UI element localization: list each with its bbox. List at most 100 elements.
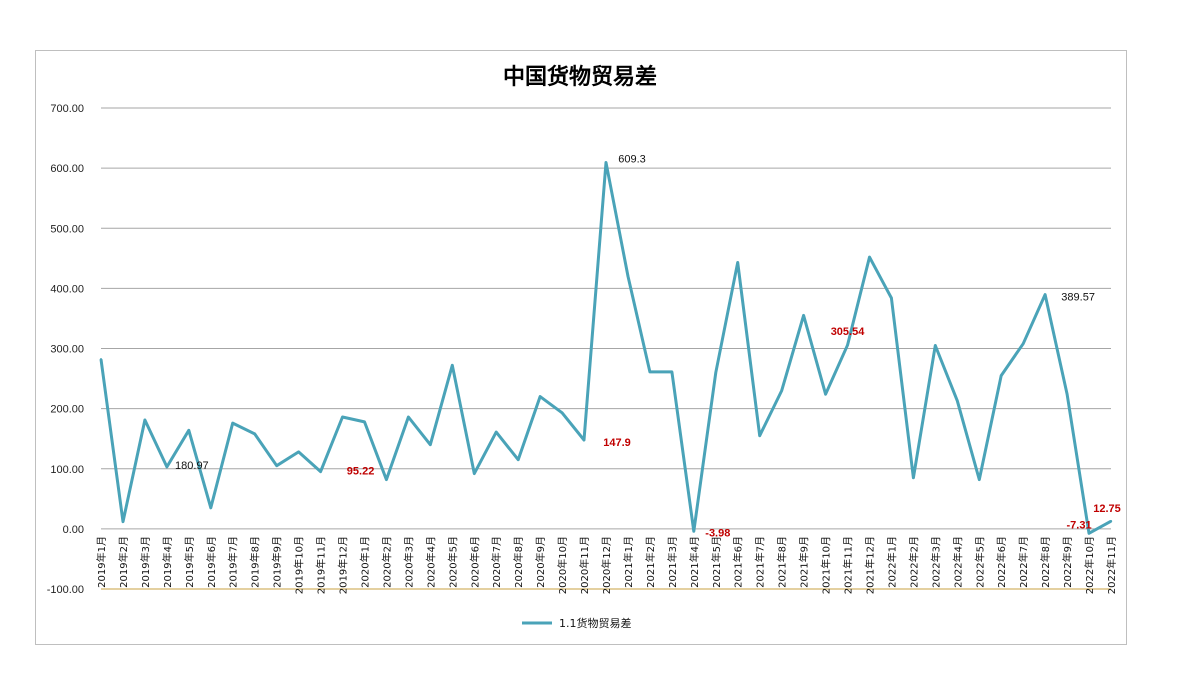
chart-title: 中国货物贸易差 (503, 64, 657, 90)
y-tick-label: 700.00 (50, 103, 84, 115)
data-point (846, 343, 849, 347)
data-label: 180.97 (175, 460, 209, 472)
x-tick-label: 2021年11月 (842, 536, 855, 594)
data-point (824, 392, 827, 396)
data-point (868, 255, 871, 259)
x-tick-label: 2021年4月 (688, 536, 701, 588)
data-point (692, 530, 696, 533)
x-tick-label: 2019年7月 (227, 536, 240, 588)
x-tick-label: 2019年2月 (117, 536, 130, 588)
data-point (780, 389, 783, 392)
data-point (429, 443, 432, 446)
y-tick-label: -100.00 (47, 584, 84, 596)
x-tick-label: 2022年3月 (929, 536, 942, 588)
x-tick-label: 2021年7月 (754, 536, 767, 588)
data-point (121, 520, 125, 523)
data-point (626, 275, 630, 278)
x-tick-label: 2020年5月 (446, 536, 459, 588)
data-label: 609.3 (618, 154, 646, 166)
x-tick-label: 2022年5月 (973, 536, 986, 588)
data-point (956, 399, 959, 403)
series-line (99, 161, 1112, 535)
y-tick-label: 600.00 (50, 163, 84, 175)
x-tick-label: 2019年3月 (139, 536, 152, 588)
x-tick-label: 2022年8月 (1039, 536, 1052, 588)
data-point (1021, 342, 1025, 345)
data-label: 95.22 (347, 466, 375, 478)
data-point (1109, 520, 1113, 523)
x-tick-label: 2021年2月 (644, 536, 657, 588)
data-point (187, 429, 191, 432)
x-tick-label: 2022年1月 (885, 536, 898, 588)
x-tick-label: 2020年4月 (424, 536, 437, 588)
x-tick-label: 2020年3月 (402, 536, 415, 588)
x-tick-label: 2021年8月 (776, 536, 789, 588)
x-tick-label: 2022年9月 (1061, 536, 1074, 588)
legend[interactable]: 1.1货物贸易差 (522, 616, 632, 630)
data-point (604, 161, 608, 164)
x-tick-label: 2019年4月 (161, 536, 174, 588)
data-point (560, 411, 564, 415)
data-point (516, 458, 520, 461)
data-label: -7.31 (1067, 519, 1092, 531)
x-tick-label: 2022年11月 (1105, 536, 1118, 594)
y-tick-label: 100.00 (50, 464, 84, 476)
x-tick-label: 2022年7月 (1017, 536, 1030, 588)
data-point (890, 296, 893, 300)
x-tick-label: 2020年6月 (468, 536, 481, 588)
x-tick-label: 2020年12月 (600, 536, 613, 594)
chart-frame (35, 50, 1127, 645)
data-point (1065, 392, 1069, 396)
x-tick-label: 2020年10月 (556, 536, 569, 594)
data-point (385, 478, 388, 481)
data-point (758, 434, 761, 437)
x-tick-label: 2020年11月 (578, 536, 591, 594)
data-label: 305.54 (831, 326, 866, 338)
grid-lines (101, 107, 1111, 590)
x-tick-label: 2022年10月 (1083, 536, 1096, 594)
data-point (253, 432, 256, 436)
data-point (319, 470, 322, 473)
data-point (934, 344, 937, 347)
data-point (165, 465, 169, 469)
data-point (297, 450, 300, 454)
x-tick-label: 2019年8月 (249, 536, 262, 588)
data-point (1000, 374, 1003, 377)
y-tick-label: 500.00 (50, 223, 84, 235)
y-tick-label: 400.00 (50, 283, 84, 295)
x-tick-label: 2020年8月 (512, 536, 525, 588)
data-point (582, 438, 586, 442)
y-tick-label: 0.00 (63, 524, 84, 536)
data-label: 12.75 (1093, 503, 1121, 515)
x-tick-label: 2022年4月 (951, 536, 964, 588)
x-tick-label: 2020年9月 (534, 536, 547, 588)
data-labels: 180.97 95.22 147.9 609.3 -3.98 305.54 389.57 -7… (175, 154, 1121, 540)
data-point (99, 358, 103, 361)
data-point (451, 364, 454, 367)
x-tick-label: 2022年6月 (995, 536, 1008, 588)
x-tick-label: 2021年12月 (863, 536, 876, 594)
data-point (648, 370, 652, 374)
data-point (275, 464, 278, 467)
x-tick-label: 2021年5月 (710, 536, 723, 588)
x-tick-label: 2019年5月 (183, 536, 196, 588)
data-point (538, 395, 542, 398)
x-tick-label: 2019年6月 (205, 536, 218, 588)
x-tick-label: 2020年1月 (358, 536, 371, 588)
legend-label: 1.1货物贸易差 (559, 616, 632, 630)
x-tick-label: 2021年3月 (666, 536, 679, 588)
x-tick-label: 2019年9月 (271, 536, 284, 588)
data-point (714, 371, 717, 374)
data-point (473, 472, 476, 475)
series-layer (99, 161, 1113, 535)
x-tick-label: 2021年1月 (622, 536, 635, 588)
x-tick-label: 2019年10月 (293, 536, 306, 594)
x-tick-label: 2019年12月 (337, 536, 350, 594)
data-point (341, 415, 344, 419)
y-tick-label: 200.00 (50, 404, 84, 416)
data-label: -3.98 (705, 527, 730, 539)
y-tick-label: 300.00 (50, 344, 84, 356)
x-tick-label: 2019年11月 (315, 536, 328, 594)
data-point (736, 261, 739, 264)
